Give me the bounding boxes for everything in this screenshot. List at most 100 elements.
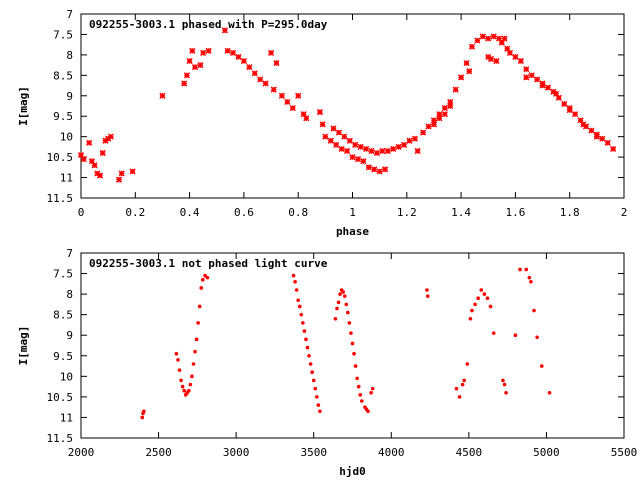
x-tick-label: 1.8: [560, 206, 580, 219]
data-point: [518, 267, 522, 272]
data-point: [273, 59, 280, 67]
x-axis-label: phase: [336, 225, 369, 238]
y-axis-label: I[mag]: [17, 86, 30, 126]
data-point: [88, 158, 95, 165]
data-point: [197, 304, 202, 309]
data-point: [517, 57, 524, 65]
data-point: [452, 86, 459, 93]
data-point: [527, 275, 532, 280]
data-point: [180, 384, 185, 389]
data-point: [338, 292, 342, 296]
data-point: [200, 277, 205, 282]
y-tick-label: 11: [60, 411, 73, 424]
x-tick-label: 2500: [145, 446, 172, 459]
data-point: [341, 290, 345, 294]
data-point: [566, 106, 573, 114]
data-point: [379, 147, 386, 155]
x-tick-label: 0.4: [180, 206, 200, 219]
data-point: [369, 390, 373, 395]
data-point: [310, 370, 314, 375]
data-point: [302, 329, 307, 333]
data-point: [535, 335, 539, 340]
data-point: [342, 294, 347, 298]
data-point: [457, 395, 462, 399]
data-point: [86, 139, 93, 146]
data-point: [77, 151, 85, 159]
data-point: [300, 111, 307, 118]
data-point: [381, 166, 389, 173]
data-point: [191, 64, 199, 71]
data-point: [299, 312, 304, 317]
data-point: [604, 139, 611, 146]
data-point: [187, 388, 191, 393]
y-tick-label: 7.5: [53, 28, 73, 41]
x-tick-label: 2: [621, 206, 628, 219]
data-point: [371, 166, 378, 173]
x-tick-label: 4500: [456, 446, 483, 459]
x-tick-label: 1.6: [505, 206, 525, 219]
data-point: [296, 298, 301, 303]
y-tick-label: 8.5: [53, 69, 73, 82]
data-point: [465, 362, 470, 366]
data-point: [365, 164, 372, 171]
data-point: [203, 273, 207, 278]
data-point: [159, 92, 166, 99]
x-tick-label: 5500: [611, 446, 638, 459]
data-point: [430, 121, 438, 128]
chart-title: 092255-3003.1 not phased light curve: [89, 257, 328, 270]
data-point: [539, 364, 544, 368]
data-point: [289, 104, 296, 112]
data-point: [501, 378, 505, 383]
data-point: [357, 143, 364, 150]
data-point: [353, 364, 358, 368]
data-point: [335, 306, 339, 311]
data-point: [524, 267, 529, 272]
data-point: [468, 43, 476, 50]
data-point: [91, 162, 98, 169]
data-point: [301, 321, 305, 325]
data-point: [197, 62, 204, 69]
data-point: [118, 170, 125, 177]
data-point: [534, 76, 541, 83]
data-point: [580, 121, 587, 128]
y-tick-label: 10: [60, 370, 73, 383]
x-tick-label: 4000: [378, 446, 405, 459]
data-point: [506, 49, 514, 56]
y-tick-label: 8.5: [53, 309, 73, 322]
data-point: [318, 409, 322, 414]
data-point: [240, 57, 247, 65]
y-tick-label: 8: [66, 288, 73, 301]
data-point: [343, 147, 351, 155]
data-point: [496, 35, 503, 42]
x-tick-label: 0: [78, 206, 85, 219]
data-point: [346, 310, 350, 315]
data-point: [99, 149, 106, 157]
data-point: [199, 286, 204, 290]
data-point: [572, 111, 579, 118]
data-point: [246, 64, 253, 71]
data-point: [262, 80, 269, 87]
data-point: [441, 111, 448, 118]
data-point: [179, 378, 183, 383]
data-point: [462, 378, 467, 383]
x-tick-label: 0.6: [234, 206, 254, 219]
data-point: [373, 149, 381, 157]
data-point: [356, 384, 361, 389]
data-point: [267, 49, 275, 56]
y-tick-label: 9.5: [53, 110, 73, 123]
x-tick-label: 1: [349, 206, 356, 219]
data-point: [307, 353, 311, 358]
data-point: [235, 53, 242, 61]
data-point: [425, 123, 432, 130]
data-point: [384, 147, 391, 155]
data-point: [341, 133, 348, 140]
data-point: [370, 386, 375, 391]
data-point: [270, 86, 277, 93]
data-point: [436, 115, 443, 122]
data-point: [501, 35, 508, 42]
data-point: [479, 288, 484, 292]
data-point: [482, 292, 487, 296]
data-point: [593, 133, 600, 140]
data-point: [333, 141, 340, 148]
data-point: [419, 129, 427, 136]
